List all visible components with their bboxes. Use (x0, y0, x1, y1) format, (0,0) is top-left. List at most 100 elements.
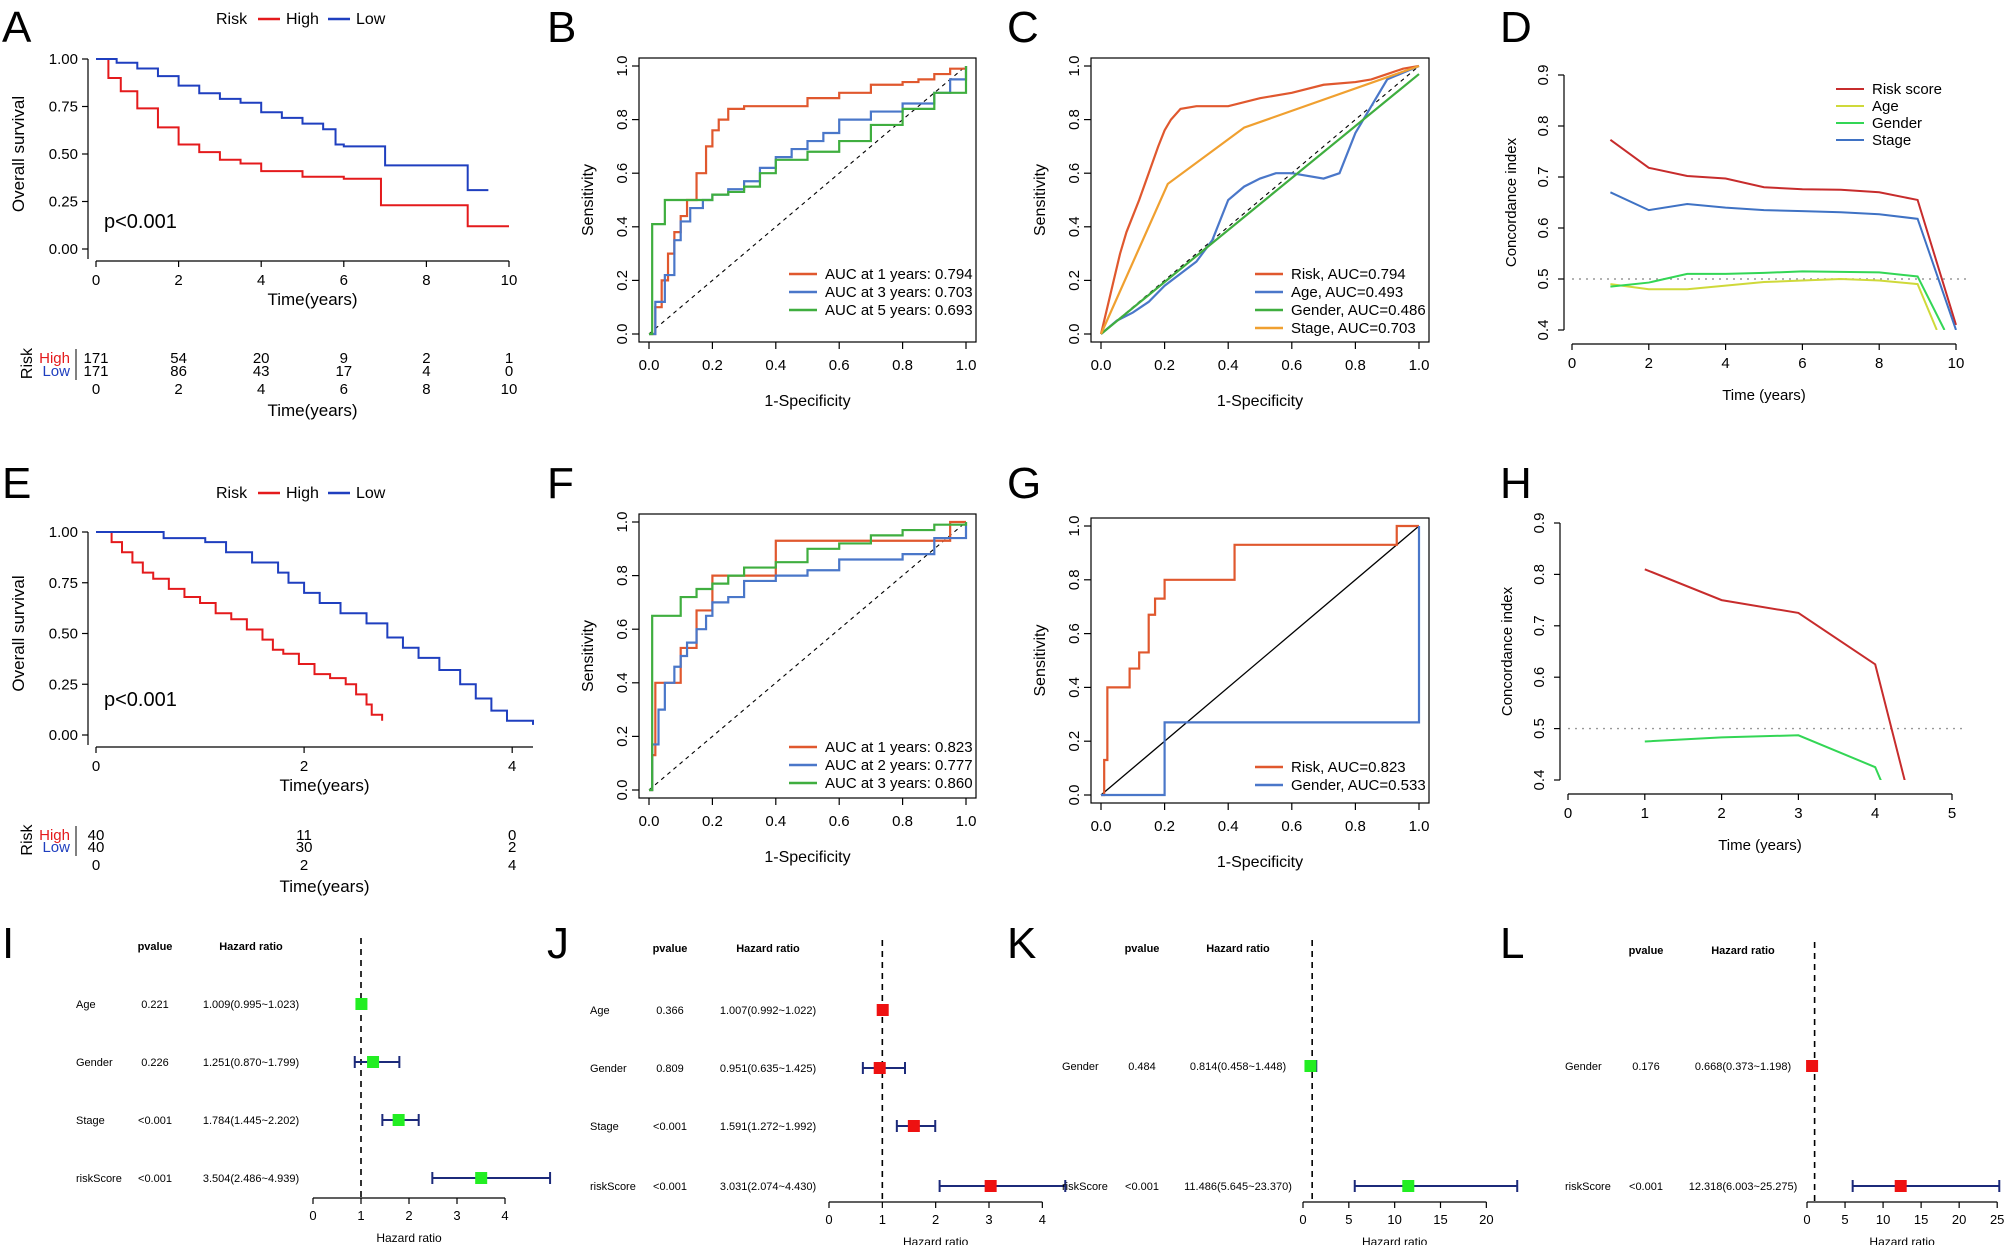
x-tick-label: 20 (1479, 1212, 1493, 1227)
x-tick-label: 0 (825, 1212, 832, 1227)
panel-letter-a: A (2, 3, 32, 52)
panel-letter-c: C (1007, 3, 1039, 52)
y-axis-label: Sensitivity (1032, 624, 1049, 696)
x-tick-label: 0.2 (1154, 818, 1175, 835)
x-tick-label: 0.2 (702, 357, 723, 374)
x-tick-label: 25 (1990, 1212, 2004, 1227)
x-tick-label: 15 (1914, 1212, 1928, 1227)
panel-i-forest: pvalue Hazard ratio Age 0.221 1.009(0.995~1.… (76, 938, 552, 1245)
header-hazard-ratio: Hazard ratio (736, 943, 800, 955)
y-tick-label: 0.0 (614, 324, 631, 345)
y-axis-label: Overall survival (9, 575, 28, 691)
cindex-line (1644, 734, 1882, 780)
legend-entry: AUC at 5 years: 0.693 (825, 302, 973, 319)
y-tick-label: 0.5 (1531, 718, 1548, 739)
risk-table-count: 20 (253, 350, 270, 367)
y-tick-label: 0.00 (49, 241, 78, 258)
x-tick-label: 0.6 (829, 813, 850, 830)
y-tick-label: 0.4 (614, 216, 631, 237)
row-hazard-ratio: 3.031(2.074~4.430) (720, 1181, 816, 1193)
cindex-line (1644, 568, 1906, 780)
risk-table-count: 86 (170, 363, 187, 380)
diagonal-reference (1100, 65, 1420, 335)
risk-table-count: 40 (88, 827, 105, 844)
x-tick-label: 0.2 (1154, 357, 1175, 374)
panel-letter-k: K (1007, 919, 1036, 968)
y-tick-label: 0.4 (1535, 320, 1552, 341)
x-tick-label: 10 (1948, 355, 1965, 372)
panel-letter-b: B (547, 3, 576, 52)
y-tick-label: 0.25 (49, 194, 78, 211)
hr-marker (907, 1120, 920, 1132)
risk-table-count: 171 (83, 363, 108, 380)
y-tick-label: 0.00 (49, 727, 78, 744)
diagonal-reference (1100, 525, 1420, 796)
hr-marker (1402, 1180, 1415, 1192)
y-tick-label: 0.75 (49, 575, 78, 592)
x-axis-label: Hazard ratio (1869, 1235, 1935, 1245)
diagonal-reference (648, 521, 967, 791)
roc-curve (1101, 524, 1419, 797)
y-tick-label: 0.50 (49, 146, 78, 163)
y-tick-label: 0.9 (1531, 513, 1548, 534)
row-hazard-ratio: 12.318(6.003~25.275) (1689, 1181, 1798, 1193)
x-tick-label: 4 (501, 1208, 508, 1223)
risk-table-count: 43 (253, 363, 270, 380)
x-tick-label: 6 (340, 272, 348, 289)
x-tick-label: 0.4 (765, 813, 786, 830)
x-tick-label: 4 (1039, 1212, 1046, 1227)
legend-entry: Stage, AUC=0.703 (1291, 320, 1416, 337)
plot-frame (638, 57, 977, 343)
row-name: Age (590, 1005, 610, 1017)
row-name: Stage (76, 1115, 105, 1127)
x-tick-label: 1.0 (956, 357, 977, 374)
risk-table-time: 6 (340, 381, 348, 398)
risk-table-time: 4 (508, 857, 516, 874)
legend-entry: Stage (1872, 132, 1911, 149)
x-tick-label: 1.0 (1409, 818, 1430, 835)
risk-table-count: 40 (88, 839, 105, 856)
x-axis-label: Hazard ratio (376, 1231, 442, 1245)
risk-table-label: Risk (19, 347, 36, 379)
risk-table-group: High (39, 827, 70, 844)
x-tick-label: 0.0 (1091, 818, 1112, 835)
y-tick-label: 0.4 (1066, 216, 1083, 237)
x-tick-label: 0.2 (702, 813, 723, 830)
legend-entry: Risk, AUC=0.823 (1291, 759, 1406, 776)
y-tick-label: 0.8 (1535, 116, 1552, 137)
x-axis-label: 1-Specificity (1217, 393, 1303, 410)
x-tick-label: 10 (501, 272, 518, 289)
risk-table-count: 2 (422, 350, 430, 367)
y-tick-label: 0.2 (614, 726, 631, 747)
legend-entry: AUC at 3 years: 0.703 (825, 284, 973, 301)
risk-table-time: 2 (300, 857, 308, 874)
header-hazard-ratio: Hazard ratio (219, 941, 283, 953)
hr-marker (876, 1004, 889, 1016)
survival-curve-low (96, 58, 489, 192)
risk-table-count: 0 (505, 363, 513, 380)
x-tick-label: 4 (508, 758, 516, 775)
y-tick-label: 0.0 (614, 780, 631, 801)
x-tick-label: 0.6 (1281, 357, 1302, 374)
row-hazard-ratio: 0.814(0.458~1.448) (1190, 1061, 1286, 1073)
row-pvalue: <0.001 (653, 1181, 687, 1193)
row-name: riskScore (1565, 1181, 1611, 1193)
x-tick-label: 0.8 (892, 357, 913, 374)
x-axis-label: Hazard ratio (1362, 1235, 1428, 1245)
hr-marker (1806, 1060, 1819, 1072)
hr-marker (873, 1062, 886, 1074)
risk-table-time: 8 (422, 381, 430, 398)
y-tick-label: 0.4 (614, 672, 631, 693)
x-tick-label: 5 (1841, 1212, 1848, 1227)
x-tick-label: 10 (1876, 1212, 1890, 1227)
panel-d-cindex: 0.4 0.5 0.6 0.7 0.8 0.9 0 2 4 6 8 10 Time (years) Con… (1503, 65, 1966, 404)
row-name: Stage (590, 1121, 619, 1133)
risk-table-xlabel: Time(years) (267, 401, 357, 420)
legend-entry: Low (356, 11, 386, 28)
x-axis-label: Time (years) (1722, 387, 1806, 404)
x-tick-label: 2 (300, 758, 308, 775)
x-tick-label: 3 (985, 1212, 992, 1227)
y-tick-label: 1.0 (1066, 516, 1083, 537)
risk-table-group: Low (42, 363, 70, 380)
cindex-line (1610, 277, 1938, 330)
